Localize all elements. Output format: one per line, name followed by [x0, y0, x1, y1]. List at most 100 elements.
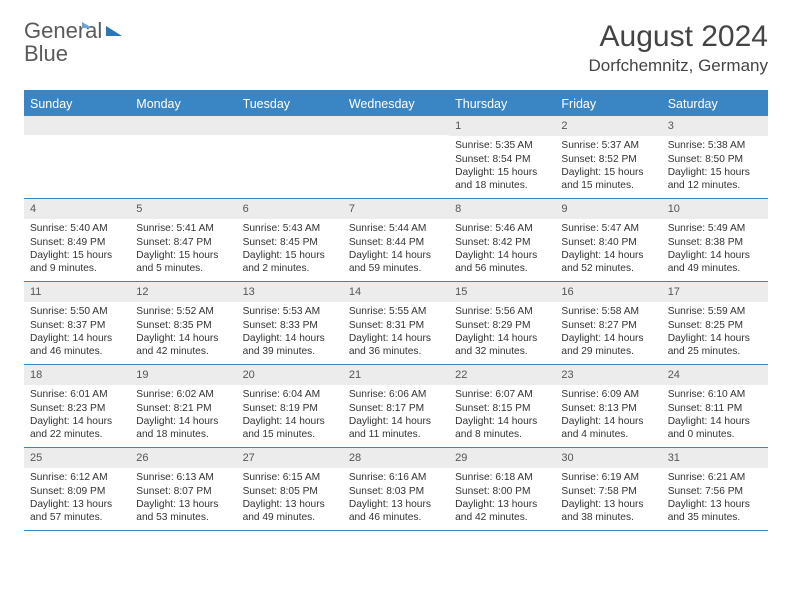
day-number: 29 [449, 448, 555, 468]
day-number: 8 [449, 199, 555, 219]
sunset-text: Sunset: 8:40 PM [561, 236, 655, 249]
dl1-text: Daylight: 14 hours [243, 332, 337, 345]
dl2-text: and 35 minutes. [668, 511, 762, 524]
sunset-text: Sunset: 8:47 PM [136, 236, 230, 249]
dl2-text: and 25 minutes. [668, 345, 762, 358]
day-info: Sunrise: 6:13 AMSunset: 8:07 PMDaylight:… [130, 468, 236, 529]
day-cell: 24Sunrise: 6:10 AMSunset: 8:11 PMDayligh… [662, 365, 768, 447]
day-cell: 15Sunrise: 5:56 AMSunset: 8:29 PMDayligh… [449, 282, 555, 364]
sunset-text: Sunset: 8:05 PM [243, 485, 337, 498]
sunset-text: Sunset: 8:23 PM [30, 402, 124, 415]
logo-mark-icon [104, 32, 128, 54]
day-cell [237, 116, 343, 198]
day-number: 7 [343, 199, 449, 219]
day-cell: 27 Sunrise: 6:15 AMSunset: 8:05 PMDayligh… [237, 448, 343, 530]
sunrise-text: Sunrise: 5:41 AM [136, 222, 230, 235]
day-header: Monday [130, 92, 236, 116]
day-header: Friday [555, 92, 661, 116]
week-row: 25Sunrise: 6:12 AMSunset: 8:09 PMDayligh… [24, 448, 768, 531]
sunset-text: Sunset: 7:56 PM [668, 485, 762, 498]
week-row: 11Sunrise: 5:50 AMSunset: 8:37 PMDayligh… [24, 282, 768, 365]
sunrise-text: Sunrise: 5:40 AM [30, 222, 124, 235]
dl2-text: and 32 minutes. [455, 345, 549, 358]
day-number [237, 116, 343, 135]
day-info: Sunrise: 5:44 AMSunset: 8:44 PMDaylight:… [343, 219, 449, 280]
sunrise-text: Sunrise: 5:50 AM [30, 305, 124, 318]
day-header: Wednesday [343, 92, 449, 116]
day-cell: 10Sunrise: 5:49 AMSunset: 8:38 PMDayligh… [662, 199, 768, 281]
sunrise-text: Sunrise: 6:10 AM [668, 388, 762, 401]
logo: General Blue [24, 20, 128, 66]
dl1-text: Daylight: 15 hours [668, 166, 762, 179]
dl1-text: Daylight: 14 hours [455, 249, 549, 262]
day-cell: 23Sunrise: 6:09 AMSunset: 8:13 PMDayligh… [555, 365, 661, 447]
day-number [343, 116, 449, 135]
day-number: 20 [237, 365, 343, 385]
sunset-text: Sunset: 8:54 PM [455, 153, 549, 166]
dl2-text: and 8 minutes. [455, 428, 549, 441]
day-cell: 19Sunrise: 6:02 AMSunset: 8:21 PMDayligh… [130, 365, 236, 447]
sunset-text: Sunset: 8:38 PM [668, 236, 762, 249]
day-number: 3 [662, 116, 768, 136]
dl1-text: Daylight: 15 hours [30, 249, 124, 262]
sunrise-text: Sunrise: 6:12 AM [30, 471, 124, 484]
dl2-text: and 15 minutes. [561, 179, 655, 192]
day-header-row: Sunday Monday Tuesday Wednesday Thursday… [24, 92, 768, 116]
day-cell: 7Sunrise: 5:44 AMSunset: 8:44 PMDaylight… [343, 199, 449, 281]
day-cell: 30Sunrise: 6:19 AMSunset: 7:58 PMDayligh… [555, 448, 661, 530]
day-info: Sunrise: 6:16 AMSunset: 8:03 PMDaylight:… [343, 468, 449, 529]
day-info: Sunrise: 6:21 AMSunset: 7:56 PMDaylight:… [662, 468, 768, 529]
day-info: Sunrise: 5:35 AMSunset: 8:54 PMDaylight:… [449, 136, 555, 197]
day-cell: 14Sunrise: 5:55 AMSunset: 8:31 PMDayligh… [343, 282, 449, 364]
sunset-text: Sunset: 8:44 PM [349, 236, 443, 249]
sunset-text: Sunset: 8:17 PM [349, 402, 443, 415]
sunset-text: Sunset: 8:50 PM [668, 153, 762, 166]
day-info: Sunrise: 5:38 AMSunset: 8:50 PMDaylight:… [662, 136, 768, 197]
dl1-text: Daylight: 14 hours [668, 415, 762, 428]
day-info: Sunrise: 5:41 AMSunset: 8:47 PMDaylight:… [130, 219, 236, 280]
dl2-text: and 42 minutes. [455, 511, 549, 524]
day-number: 31 [662, 448, 768, 468]
day-cell [343, 116, 449, 198]
day-number: 15 [449, 282, 555, 302]
day-info: Sunrise: 6:07 AMSunset: 8:15 PMDaylight:… [449, 385, 555, 446]
dl1-text: Daylight: 14 hours [136, 415, 230, 428]
day-cell: 26Sunrise: 6:13 AMSunset: 8:07 PMDayligh… [130, 448, 236, 530]
header: General Blue August 2024 Dorfchemnitz, G… [24, 20, 768, 76]
day-cell: 4Sunrise: 5:40 AMSunset: 8:49 PMDaylight… [24, 199, 130, 281]
dl1-text: Daylight: 15 hours [243, 249, 337, 262]
day-number: 28 [343, 448, 449, 468]
week-row: 1Sunrise: 5:35 AMSunset: 8:54 PMDaylight… [24, 116, 768, 199]
day-info: Sunrise: 5:55 AMSunset: 8:31 PMDaylight:… [343, 302, 449, 363]
dl1-text: Daylight: 13 hours [243, 498, 337, 511]
day-cell: 28Sunrise: 6:16 AMSunset: 8:03 PMDayligh… [343, 448, 449, 530]
dl2-text: and 12 minutes. [668, 179, 762, 192]
day-info: Sunrise: 5:49 AMSunset: 8:38 PMDaylight:… [662, 219, 768, 280]
sunrise-text: Sunrise: 6:02 AM [136, 388, 230, 401]
dl1-text: Daylight: 14 hours [668, 249, 762, 262]
day-number [130, 116, 236, 135]
dl2-text: and 53 minutes. [136, 511, 230, 524]
day-info: Sunrise: 5:53 AMSunset: 8:33 PMDaylight:… [237, 302, 343, 363]
dl2-text: and 49 minutes. [668, 262, 762, 275]
sunrise-text: Sunrise: 5:52 AM [136, 305, 230, 318]
day-header: Thursday [449, 92, 555, 116]
dl2-text: and 4 minutes. [561, 428, 655, 441]
sunrise-text: Sunrise: 5:35 AM [455, 139, 549, 152]
day-info: Sunrise: 5:43 AMSunset: 8:45 PMDaylight:… [237, 219, 343, 280]
week-row: 18Sunrise: 6:01 AMSunset: 8:23 PMDayligh… [24, 365, 768, 448]
day-cell: 5Sunrise: 5:41 AMSunset: 8:47 PMDaylight… [130, 199, 236, 281]
day-number: 27 [237, 448, 343, 468]
sunrise-text: Sunrise: 6:15 AM [243, 471, 337, 484]
day-number: 11 [24, 282, 130, 302]
sunrise-text: Sunrise: 6:09 AM [561, 388, 655, 401]
dl1-text: Daylight: 14 hours [243, 415, 337, 428]
sunset-text: Sunset: 8:33 PM [243, 319, 337, 332]
dl1-text: Daylight: 14 hours [30, 415, 124, 428]
dl1-text: Daylight: 14 hours [668, 332, 762, 345]
day-number: 26 [130, 448, 236, 468]
day-number: 10 [662, 199, 768, 219]
day-info: Sunrise: 5:37 AMSunset: 8:52 PMDaylight:… [555, 136, 661, 197]
day-number: 4 [24, 199, 130, 219]
sunrise-text: Sunrise: 6:19 AM [561, 471, 655, 484]
